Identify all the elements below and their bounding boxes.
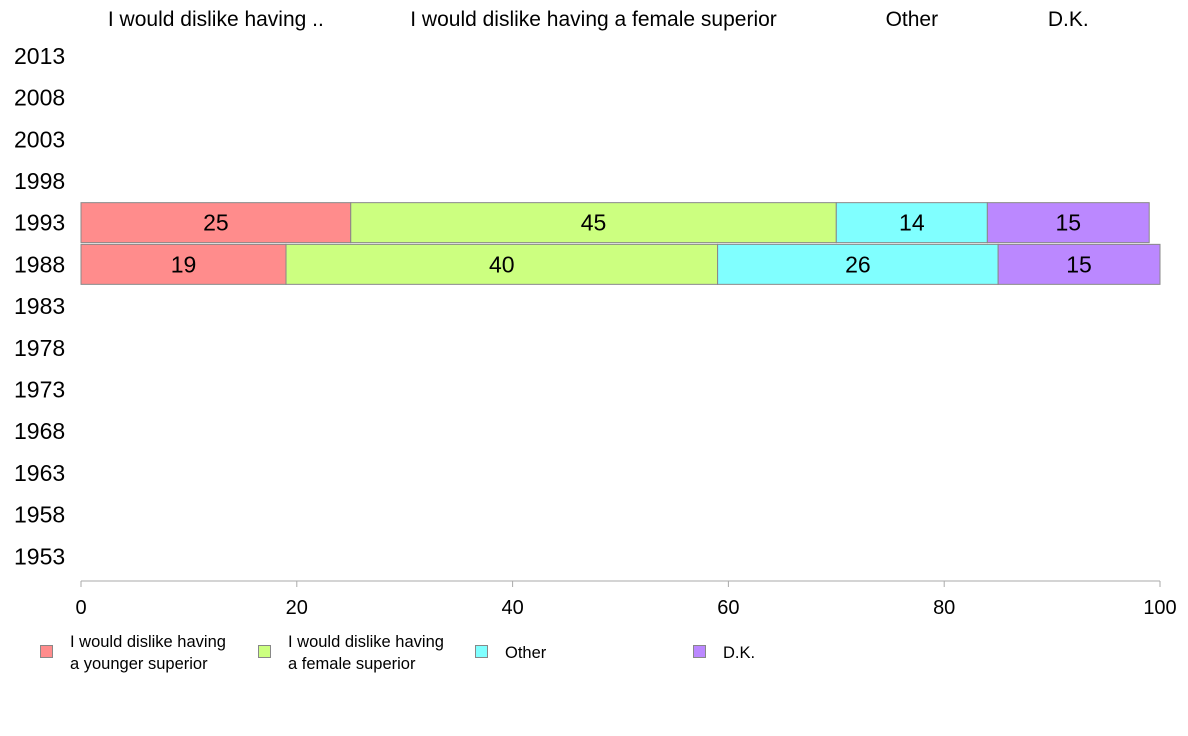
year-label-2008: 2008	[14, 85, 65, 111]
year-label-1963: 1963	[14, 460, 65, 486]
legend-label-younger: I would dislike having a younger superio…	[70, 633, 226, 673]
year-label-1988: 1988	[14, 251, 65, 277]
bar-1993-series-2	[835, 202, 988, 244]
bar-1988-series-3	[997, 243, 1161, 285]
column-header-0: I would dislike having ..	[108, 8, 324, 31]
legend-swatch-younger	[40, 645, 53, 658]
column-headers: I would dislike having .. I would dislike…	[108, 8, 1089, 31]
year-labels: 2013 2008 2003 1998 1993 1988 1983 1978 1973 1968…	[14, 43, 65, 569]
bar-label-1988-series-3: 15	[1066, 251, 1092, 277]
legend-label-female: I would dislike having a female superior	[288, 633, 444, 673]
bar-1993-series-3	[986, 202, 1150, 244]
column-header-1: I would dislike having a female superior	[410, 8, 777, 31]
bar-label-1993-series-2: 14	[899, 210, 925, 236]
x-tick-label-60: 60	[717, 597, 739, 619]
x-tick-label-40: 40	[501, 597, 523, 619]
year-label-1968: 1968	[14, 418, 65, 444]
legend-swatch-other	[475, 645, 488, 658]
column-header-3: D.K.	[1048, 8, 1089, 31]
bar-label-1993-series-1: 45	[581, 210, 607, 236]
year-label-2013: 2013	[14, 43, 65, 69]
bar-1988-series-0	[80, 243, 287, 285]
year-label-1978: 1978	[14, 335, 65, 361]
year-label-1983: 1983	[14, 293, 65, 319]
bar-1988-series-2	[717, 243, 999, 285]
column-header-2: Other	[886, 8, 939, 31]
legend-item-other: Other	[475, 631, 546, 664]
legend-swatch-female	[258, 645, 271, 658]
x-tick-label-100: 100	[1143, 597, 1176, 619]
year-label-1973: 1973	[14, 376, 65, 402]
legend-swatch-dk	[693, 645, 706, 658]
bar-label-1993-series-3: 15	[1055, 210, 1081, 236]
bar-1993-series-0	[80, 202, 352, 244]
legend-item-female: I would dislike having a female superior	[258, 631, 444, 675]
stacked-bars: 25 45 14 15 19 40 26 15	[80, 202, 1161, 285]
year-label-1958: 1958	[14, 502, 65, 528]
year-label-1953: 1953	[14, 543, 65, 569]
bar-label-1988-series-2: 26	[845, 251, 871, 277]
legend-label-dk: D.K.	[723, 644, 756, 662]
legend-item-younger: I would dislike having a younger superio…	[40, 631, 226, 675]
bar-label-1988-series-0: 19	[171, 251, 197, 277]
x-tick-label-80: 80	[933, 597, 955, 619]
bar-label-1993-series-0: 25	[203, 210, 229, 236]
year-label-1993: 1993	[14, 210, 65, 236]
legend-label-other: Other	[505, 644, 547, 662]
x-axis: 0 20 40 60 80 100	[75, 580, 1177, 619]
bar-1993-series-1	[350, 202, 837, 244]
legend: I would dislike having a younger superio…	[40, 631, 940, 675]
bar-label-1988-series-1: 40	[489, 251, 515, 277]
legend-item-dk: D.K.	[693, 631, 755, 664]
x-tick-label-0: 0	[75, 597, 86, 619]
chart: I would dislike having .. I would dislike…	[14, 8, 1177, 619]
year-label-2003: 2003	[14, 126, 65, 152]
bar-1988-series-1	[285, 243, 719, 285]
year-label-1998: 1998	[14, 168, 65, 194]
x-tick-label-20: 20	[286, 597, 308, 619]
